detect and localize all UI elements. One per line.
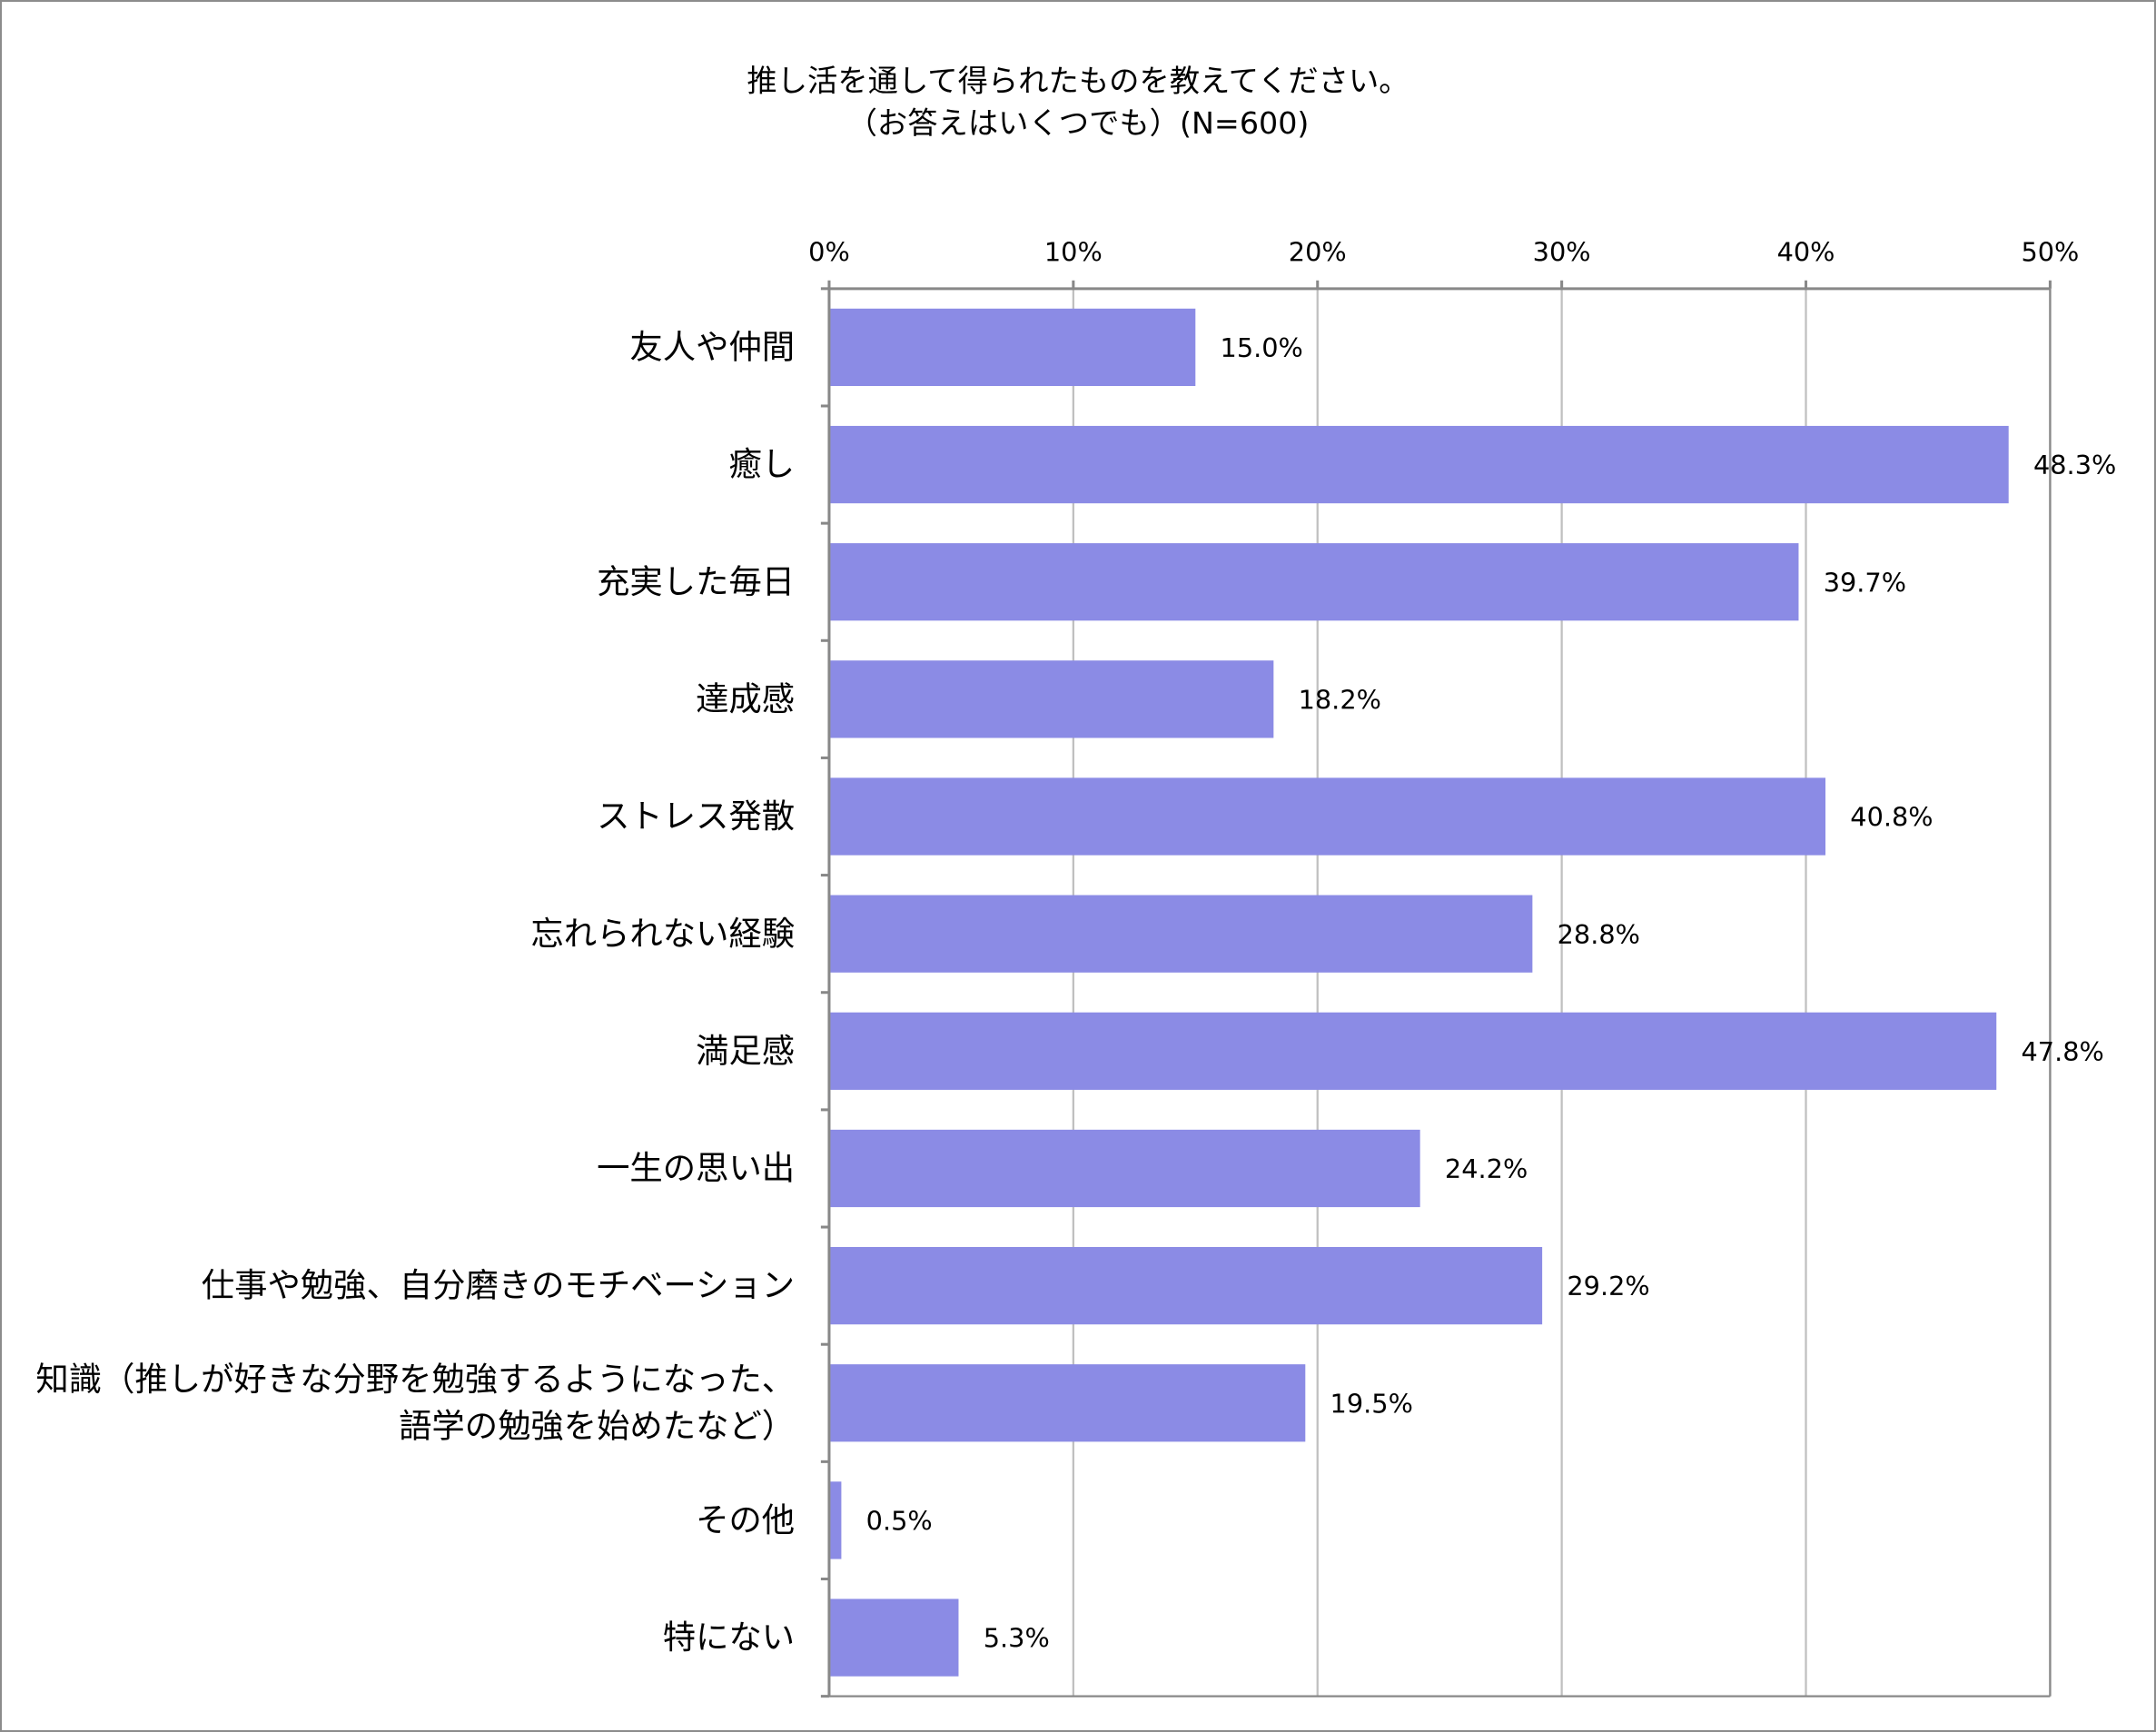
value-label: 15.0% [1221,332,1303,363]
value-label: 47.8% [2022,1036,2104,1067]
chart-subtitle-line: （お答えはいくつでも）(N=600) [846,107,1310,142]
value-label: 19.5% [1330,1388,1413,1419]
category-label-line: 友人や仲間 [629,328,795,367]
chart-title-line: 推し活を通して得られたものを教えてください。 [747,64,1409,99]
bar [830,1598,959,1677]
value-label: 39.7% [1824,567,1906,598]
bar [830,1129,1420,1208]
category-label-line: 知識（推しが好きな分野を勉強するようになった、 [35,1360,795,1399]
category-label-line: 癒し [728,445,795,484]
x-tick-label: 30% [1533,237,1591,268]
bar [830,1012,1997,1090]
chart-title: 推し活を通して得られたものを教えてください。 （お答えはいくつでも）(N=600… [0,61,2156,146]
category-label: 癒し [728,445,795,484]
value-label: 40.8% [1850,802,1933,833]
bar [830,425,2009,504]
bar [830,1246,1543,1325]
value-label: 28.8% [1558,919,1640,950]
category-label: 達成感 [696,679,795,718]
category-label-line: 語学の勉強を始めたなど） [399,1407,795,1446]
x-tick-label: 10% [1044,237,1103,268]
category-label: 忘れられない経験 [530,914,795,953]
x-tick-label: 0% [808,237,850,268]
value-label: 0.5% [866,1506,933,1537]
category-label-line: ストレス発散 [597,797,795,836]
category-label: 充実した毎日 [597,562,795,601]
category-label: 満足感 [696,1031,795,1070]
category-label: 特にない [663,1618,795,1657]
value-label: 29.2% [1567,1271,1649,1301]
bar [830,543,1799,621]
bar [830,777,1826,856]
bar [830,308,1196,387]
value-label: 24.2% [1445,1153,1528,1184]
category-label-line: 満足感 [696,1031,795,1070]
category-label-line: 忘れられない経験 [530,914,795,953]
category-label: 知識（推しが好きな分野を勉強するようになった、語学の勉強を始めたなど） [35,1360,795,1445]
category-label-line: 仕事や勉強、自分磨きのモチベーション [202,1266,795,1305]
x-tick-label: 40% [1777,237,1835,268]
value-label: 48.3% [2033,450,2116,480]
category-label-line: 充実した毎日 [597,562,795,601]
value-label: 5.3% [984,1623,1050,1654]
x-tick-label: 20% [1289,237,1347,268]
category-label-line: 達成感 [696,679,795,718]
bar [830,895,1533,973]
value-label: 18.2% [1299,684,1381,715]
x-tick-label: 50% [2021,237,2079,268]
category-label: 仕事や勉強、自分磨きのモチベーション [202,1266,795,1305]
category-label: 一生の思い出 [597,1149,795,1188]
category-label-line: 特にない [663,1618,795,1657]
bar [830,1364,1306,1442]
bar [830,660,1274,738]
category-label-line: 一生の思い出 [597,1149,795,1188]
bar [830,1481,842,1559]
category-label: ストレス発散 [597,797,795,836]
category-label: その他 [696,1500,795,1539]
category-label: 友人や仲間 [629,328,795,367]
category-label-line: その他 [696,1500,795,1539]
